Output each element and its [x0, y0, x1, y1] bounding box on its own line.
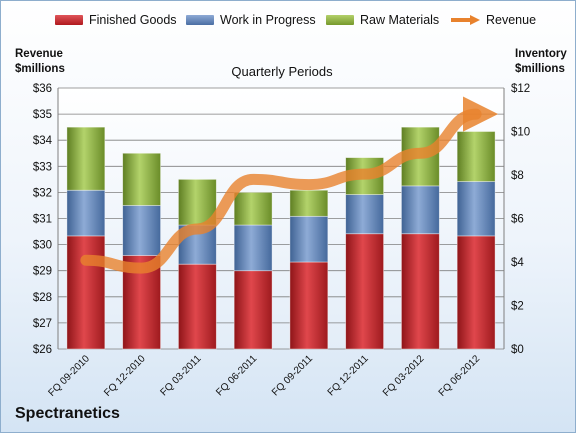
left-tick-label: $26: [33, 344, 52, 356]
chart-subtitle: Quarterly Periods: [231, 64, 333, 79]
legend-item-work-in-progress: Work in Progress: [186, 13, 316, 27]
left-tick-label: $31: [33, 214, 52, 226]
category-label: FQ 12-2010: [102, 353, 148, 399]
revenue-line: [80, 96, 499, 274]
legend-item-finished-goods: Finished Goods: [55, 13, 177, 27]
bar-raw-materials: [289, 189, 329, 217]
right-tick-label: $2: [511, 301, 524, 313]
left-axis-title-line2: $millions: [15, 63, 65, 75]
right-axis-title-line2: $millions: [515, 63, 565, 75]
category-label: FQ 09-2010: [46, 353, 92, 399]
right-tick-label: $6: [511, 214, 524, 226]
left-tick-label: $34: [33, 135, 53, 147]
legend-label-revenue: Revenue: [486, 13, 537, 27]
left-tick-label: $30: [33, 240, 52, 252]
right-axis-title: Inventory $millions: [515, 47, 567, 77]
bar-work-in-progress: [122, 205, 161, 256]
category-label: FQ 06-2011: [214, 353, 259, 398]
legend-swatch-work-in-progress: [186, 15, 214, 25]
bar-raw-materials: [456, 131, 496, 182]
legend-label-work-in-progress: Work in Progress: [220, 13, 316, 27]
category-label: FQ 12-2011: [326, 353, 371, 398]
bar-work-in-progress: [456, 181, 496, 237]
right-tick-label: $10: [511, 127, 530, 139]
left-tick-label: $36: [33, 83, 52, 95]
legend-label-raw-materials: Raw Materials: [360, 13, 440, 27]
bar-finished-goods: [66, 235, 106, 350]
bar-finished-goods: [345, 233, 384, 350]
bar-work-in-progress: [233, 224, 273, 272]
left-tick-label: $29: [33, 266, 52, 278]
bar-work-in-progress: [289, 215, 329, 263]
right-tick-label: $0: [511, 344, 524, 356]
category-label: FQ 06-2012: [437, 353, 483, 399]
left-tick-label: $33: [33, 161, 52, 173]
category-label: FQ 03-2011: [159, 353, 204, 398]
right-tick-label: $8: [511, 170, 524, 182]
legend-label-finished-goods: Finished Goods: [89, 13, 177, 27]
legend-item-revenue: Revenue: [450, 13, 536, 27]
right-tick-label: $12: [511, 83, 530, 95]
bar-finished-goods: [178, 263, 217, 350]
bar-work-in-progress: [66, 189, 106, 237]
left-axis-title-line1: Revenue: [15, 48, 63, 60]
left-tick-label: $32: [33, 187, 52, 199]
company-name: Spectranetics: [15, 405, 120, 422]
right-axis-title-line1: Inventory: [515, 48, 567, 60]
right-tick-label: $4: [511, 257, 524, 269]
legend: Finished Goods Work in Progress Raw Mate…: [1, 13, 575, 33]
bar-finished-goods: [401, 233, 440, 350]
bar-raw-materials: [122, 152, 161, 206]
bar-finished-goods: [233, 270, 273, 350]
legend-swatch-raw-materials: [326, 15, 354, 25]
legend-swatch-finished-goods: [55, 15, 83, 25]
left-tick-label: $28: [33, 292, 52, 304]
bar-work-in-progress: [345, 194, 384, 235]
legend-item-raw-materials: Raw Materials: [326, 13, 439, 27]
category-label: FQ 09-2011: [270, 353, 315, 398]
left-tick-label: $35: [33, 109, 52, 121]
legend-swatch-revenue: [450, 15, 480, 25]
left-tick-label: $27: [33, 318, 52, 330]
bar-finished-goods: [289, 261, 329, 350]
category-label: FQ 03-2012: [381, 353, 427, 399]
bar-raw-materials: [233, 191, 273, 226]
bar-work-in-progress: [401, 185, 440, 235]
bar-raw-materials: [66, 126, 106, 191]
left-axis-title: Revenue $millions: [15, 47, 65, 77]
bar-finished-goods: [456, 235, 496, 350]
